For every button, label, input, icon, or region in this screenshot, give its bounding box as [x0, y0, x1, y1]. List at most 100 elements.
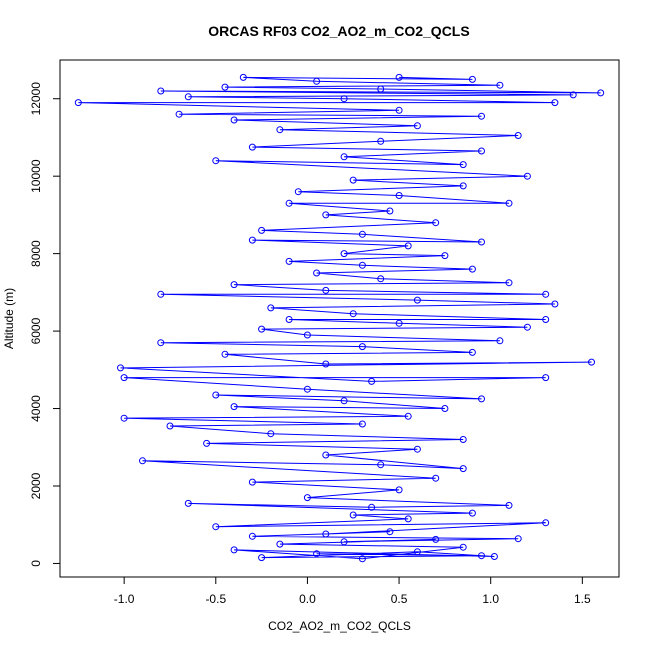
data-point — [468, 265, 476, 273]
data-point — [551, 99, 559, 107]
data-point — [248, 478, 256, 486]
data-point — [432, 219, 440, 227]
data-point — [248, 236, 256, 244]
data-point — [404, 412, 412, 420]
data-point — [349, 176, 357, 184]
data-point — [523, 172, 531, 180]
data-point — [478, 395, 485, 403]
data-point — [258, 554, 266, 562]
data-point — [459, 182, 467, 190]
data-point — [505, 199, 513, 207]
data-point — [404, 515, 412, 523]
data-point — [349, 511, 357, 519]
data-point — [184, 499, 192, 507]
data-point — [248, 143, 256, 151]
data-point — [175, 110, 183, 118]
x-tick-label: -1.0 — [114, 592, 135, 606]
data-point — [313, 77, 321, 85]
data-point — [322, 360, 330, 368]
x-tick-label: -0.5 — [205, 592, 226, 606]
data-point — [377, 137, 385, 145]
data-point — [478, 238, 485, 246]
chart-title: ORCAS RF03 CO2_AO2_m_CO2_QCLS — [208, 23, 469, 39]
y-tick-label: 8000 — [29, 240, 43, 267]
data-point — [459, 465, 467, 473]
data-point — [478, 147, 485, 155]
plot-data-layer — [74, 73, 605, 563]
x-axis: -1.0 -0.5 0.0 0.5 1.0 1.5 — [114, 577, 591, 606]
data-point — [285, 316, 293, 323]
data-point — [303, 385, 311, 393]
data-point — [285, 257, 293, 265]
data-point — [441, 252, 449, 260]
data-point — [120, 374, 128, 382]
data-point — [523, 323, 531, 331]
data-point — [377, 461, 385, 469]
data-point — [340, 95, 348, 103]
data-point — [157, 290, 165, 298]
data-point — [505, 501, 513, 509]
data-point — [395, 73, 403, 81]
data-point — [358, 343, 366, 351]
series-line — [78, 76, 601, 560]
data-point — [322, 530, 330, 538]
data-point — [413, 296, 421, 304]
data-point — [542, 290, 550, 298]
data-point — [496, 81, 504, 89]
data-point — [395, 192, 403, 199]
data-point — [468, 509, 476, 517]
data-point — [441, 405, 449, 412]
data-point — [303, 331, 311, 339]
data-point — [239, 73, 247, 81]
data-point — [514, 132, 522, 139]
data-point — [459, 436, 467, 443]
data-point — [276, 126, 284, 134]
data-point — [386, 207, 394, 215]
x-tick-label: 1.0 — [482, 592, 499, 606]
data-point — [230, 546, 238, 554]
data-point — [459, 543, 467, 551]
y-tick-label: 4000 — [29, 395, 43, 422]
data-point — [395, 106, 403, 114]
data-point — [478, 112, 485, 120]
data-point — [221, 350, 229, 358]
data-point — [505, 279, 513, 287]
data-point — [313, 269, 321, 277]
y-tick-label: 0 — [29, 560, 43, 567]
data-point — [322, 286, 330, 294]
data-point — [74, 99, 82, 107]
y-tick-label: 6000 — [29, 317, 43, 344]
data-point — [212, 523, 220, 531]
data-point — [542, 316, 550, 323]
data-point — [404, 242, 412, 250]
data-point — [340, 538, 348, 546]
data-point — [597, 89, 605, 97]
data-point — [413, 445, 421, 453]
y-tick-label: 2000 — [29, 472, 43, 499]
y-tick-label: 12000 — [29, 82, 43, 116]
data-point — [413, 548, 421, 556]
x-tick-label: 1.5 — [574, 592, 591, 606]
data-point — [432, 474, 440, 482]
data-point — [490, 553, 498, 560]
data-point — [184, 93, 192, 101]
data-point — [432, 535, 440, 543]
data-point — [157, 87, 165, 95]
data-point — [221, 83, 229, 91]
data-point — [459, 161, 467, 169]
x-axis-label: CO2_AO2_m_CO2_QCLS — [268, 619, 411, 633]
plot-frame — [59, 59, 620, 578]
data-point — [377, 85, 385, 93]
data-point — [258, 325, 266, 333]
data-point — [478, 552, 485, 560]
data-point — [468, 75, 476, 83]
data-point — [212, 157, 220, 165]
data-point — [358, 420, 366, 428]
data-point — [468, 348, 476, 356]
data-point — [294, 188, 302, 196]
x-tick-label: 0.5 — [391, 592, 408, 606]
data-point — [358, 261, 366, 269]
data-point — [358, 230, 366, 238]
data-point — [120, 414, 128, 422]
